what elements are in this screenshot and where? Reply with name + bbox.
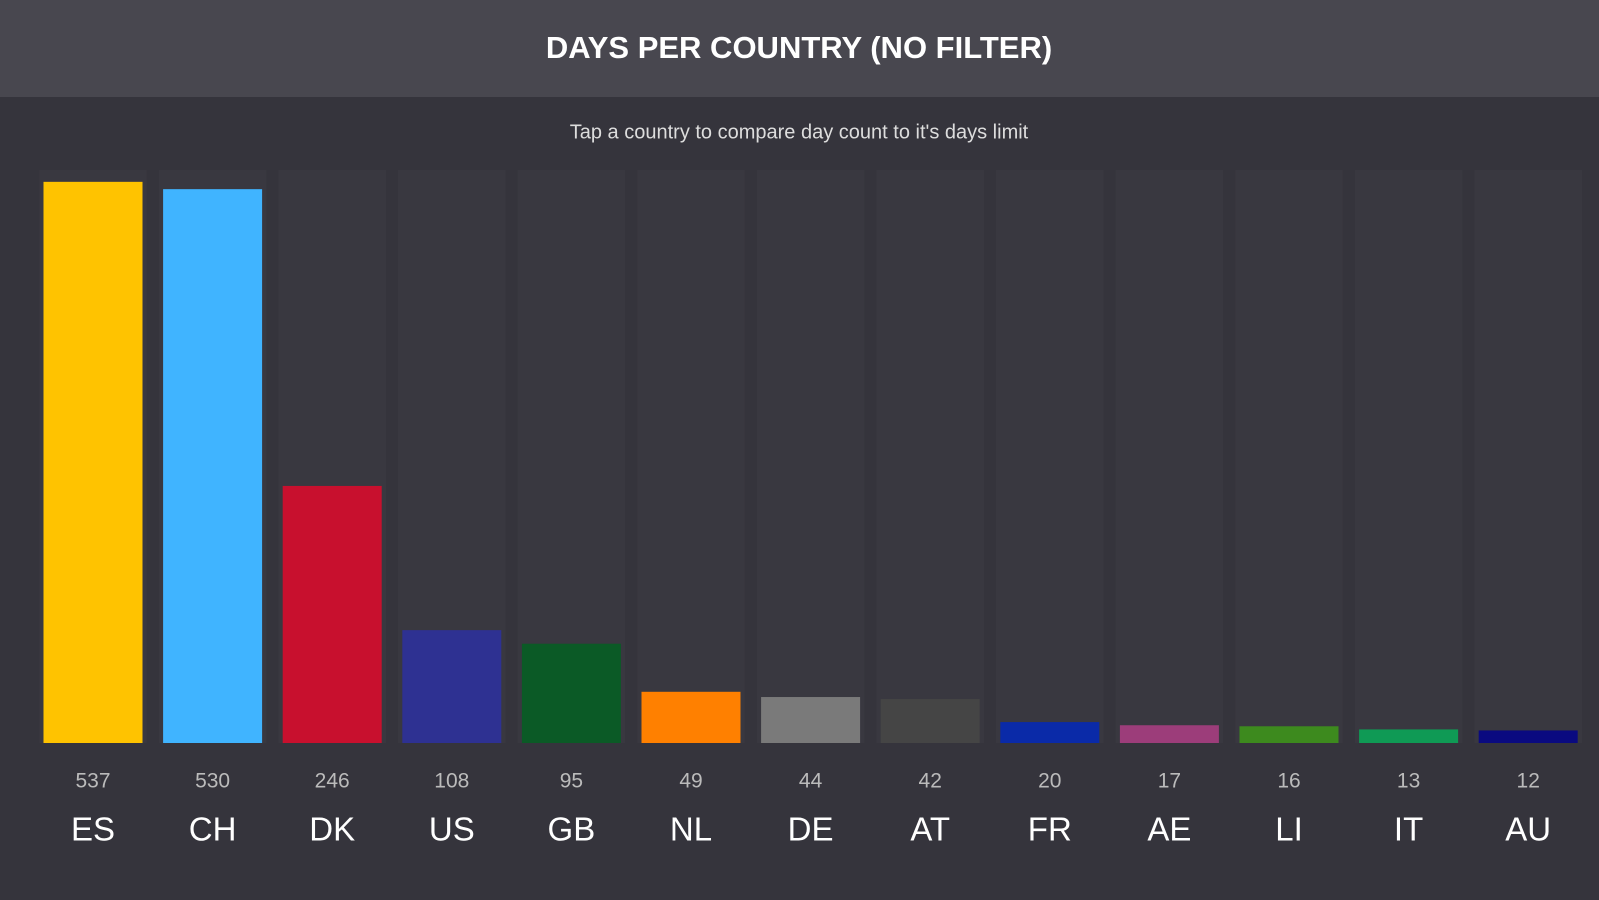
category-label[interactable]: LI: [1275, 811, 1303, 848]
category-label[interactable]: ES: [71, 811, 115, 848]
value-label: 246: [315, 770, 350, 793]
column-background: [1354, 170, 1463, 743]
category-label[interactable]: CH: [189, 811, 237, 848]
category-label[interactable]: IT: [1394, 811, 1423, 848]
value-label: 16: [1277, 770, 1300, 793]
category-label[interactable]: AU: [1505, 811, 1551, 848]
bar[interactable]: [1359, 729, 1459, 743]
bar[interactable]: [402, 630, 502, 743]
value-label: 49: [679, 770, 702, 793]
value-label: 108: [434, 770, 469, 793]
column-background: [1235, 170, 1343, 743]
category-label[interactable]: DE: [788, 811, 834, 848]
value-label: 537: [75, 770, 110, 793]
bar[interactable]: [641, 691, 741, 743]
value-label: 95: [560, 770, 583, 793]
category-label[interactable]: GB: [548, 811, 596, 848]
bar[interactable]: [1000, 722, 1100, 743]
column-background: [876, 170, 984, 743]
category-label[interactable]: DK: [309, 811, 355, 848]
category-label[interactable]: AT: [910, 811, 950, 848]
bar[interactable]: [1478, 730, 1578, 743]
column-background: [756, 170, 865, 743]
column-background: [1115, 170, 1224, 743]
bar[interactable]: [880, 699, 980, 743]
column-background: [637, 170, 745, 743]
category-label[interactable]: NL: [670, 811, 712, 848]
bar[interactable]: [43, 181, 143, 743]
bar[interactable]: [521, 643, 621, 743]
value-label: 530: [195, 770, 230, 793]
column-background: [1474, 170, 1582, 743]
chart-subtitle: Tap a country to compare day count to it…: [570, 121, 1029, 143]
bar[interactable]: [761, 697, 861, 743]
bar[interactable]: [282, 485, 382, 743]
value-label: 44: [799, 770, 823, 793]
value-label: 20: [1038, 770, 1061, 793]
value-label: 42: [919, 770, 942, 793]
bar[interactable]: [1239, 726, 1339, 743]
bar[interactable]: [1119, 725, 1219, 743]
column-background: [996, 170, 1104, 743]
category-label[interactable]: FR: [1028, 811, 1072, 848]
header: [0, 0, 1599, 97]
value-label: 12: [1517, 770, 1540, 793]
bar[interactable]: [163, 189, 263, 743]
category-label[interactable]: AE: [1147, 811, 1191, 848]
chart-title: DAYS PER COUNTRY (NO FILTER): [546, 30, 1052, 65]
value-label: 17: [1158, 770, 1181, 793]
value-label: 13: [1397, 770, 1420, 793]
category-label[interactable]: US: [429, 811, 475, 848]
